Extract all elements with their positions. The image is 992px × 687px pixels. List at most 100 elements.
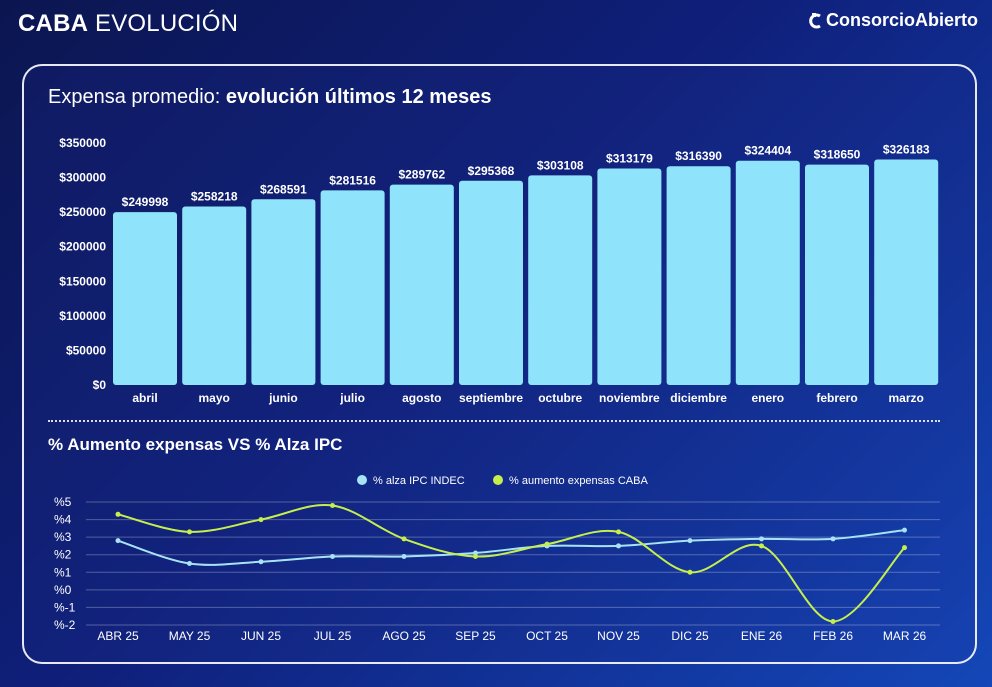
y-tick-label: $200000 <box>59 240 106 254</box>
bar <box>666 166 731 385</box>
x-tick-label: ENE 26 <box>741 629 783 643</box>
brand-logo: ConsorcioAbierto <box>808 10 978 31</box>
page-title: CABA EVOLUCIÓN <box>18 10 238 38</box>
series-point <box>902 545 907 551</box>
series-point <box>830 536 836 542</box>
y-tick-label: $300000 <box>59 171 106 185</box>
y-tick-label: $50000 <box>66 343 106 357</box>
series-point <box>187 529 192 535</box>
series-point <box>687 569 693 575</box>
series-point <box>830 618 836 624</box>
series-point <box>687 538 693 544</box>
legend-label: % alza IPC INDEC <box>373 475 465 487</box>
line-chart: %-2 %-1 %0 %1 %2 %3 %4 %5 ABR 25 MAY 25 JUN 25 JUL … <box>54 475 940 643</box>
x-category-label: abril <box>132 391 157 405</box>
series-point <box>401 536 407 542</box>
series-point <box>115 538 121 544</box>
bar <box>389 184 454 385</box>
x-tick-label: NOV 25 <box>597 629 640 643</box>
x-tick-label: AGO 25 <box>382 629 426 643</box>
legend-marker <box>357 475 367 485</box>
bar-value-label: $281516 <box>329 173 376 187</box>
x-tick-label: FEB 26 <box>813 629 853 643</box>
y-tick-label: %-1 <box>54 600 76 614</box>
y-tick-label: $0 <box>93 378 107 392</box>
x-tick-label: MAR 26 <box>883 629 927 643</box>
bar-value-label: $316390 <box>675 149 722 163</box>
x-category-label: julio <box>339 391 365 405</box>
x-tick-label: SEP 25 <box>455 629 496 643</box>
bar-chart: $0 $50000 $100000 $150000 $200000 $250000 $300… <box>59 136 939 405</box>
bar <box>735 160 800 385</box>
x-category-label: febrero <box>816 391 857 405</box>
series-point <box>616 543 621 549</box>
series-point <box>759 536 764 542</box>
bar <box>251 199 316 385</box>
bar-chart-title-bold: evolución últimos 12 meses <box>225 86 492 108</box>
bar <box>320 190 385 385</box>
x-tick-label: MAY 25 <box>169 629 211 643</box>
series-point <box>330 553 335 559</box>
x-tick-label: DIC 25 <box>671 629 709 643</box>
bar-value-label: $258218 <box>191 189 238 203</box>
y-tick-label: $150000 <box>59 274 106 288</box>
bar-chart-title: Expensa promedio: evolución últimos 12 m… <box>48 86 492 109</box>
x-category-label: mayo <box>199 391 230 405</box>
series-point <box>902 527 907 533</box>
bar-value-label: $303108 <box>537 158 584 172</box>
bar-value-label: $295368 <box>468 164 515 178</box>
y-tick-label: %1 <box>54 565 72 579</box>
page-title-bold: CABA <box>18 10 89 37</box>
line-chart-title: % Aumento expensas VS % Alza IPC <box>48 435 343 454</box>
x-tick-label: JUN 25 <box>241 629 281 643</box>
legend-label: % aumento expensas CABA <box>509 475 648 487</box>
bar-chart-title-light: Expensa promedio: <box>48 86 221 108</box>
consorcio-logo-icon <box>809 12 821 28</box>
bar <box>528 175 593 385</box>
x-tick-label: OCT 25 <box>526 629 568 643</box>
bar-value-label: $324404 <box>744 144 791 158</box>
bar <box>874 159 939 385</box>
y-tick-label: %-2 <box>54 618 76 632</box>
y-tick-label: %0 <box>54 583 72 597</box>
bar <box>805 164 869 385</box>
series-point <box>187 561 192 566</box>
series-point <box>544 541 550 547</box>
legend-marker <box>493 475 503 485</box>
series-point <box>473 550 478 556</box>
x-tick-label: ABR 25 <box>97 629 139 643</box>
series-point <box>616 529 621 535</box>
brand-name: ConsorcioAbierto <box>825 10 978 30</box>
x-category-label: diciembre <box>670 391 727 405</box>
x-tick-label: JUL 25 <box>314 629 352 643</box>
series-point <box>115 511 121 517</box>
y-tick-label: $100000 <box>59 309 106 323</box>
y-tick-label: %4 <box>54 513 72 527</box>
series-point <box>330 503 335 509</box>
bar-value-label: $318650 <box>814 148 861 162</box>
series-point <box>258 517 264 523</box>
bar-value-label: $326183 <box>883 142 930 156</box>
bar-value-label: $313179 <box>606 151 653 165</box>
page-title-light: EVOLUCIÓN <box>95 10 239 37</box>
y-tick-label: $250000 <box>59 205 106 219</box>
bar <box>113 212 177 385</box>
bar-value-label: $268591 <box>260 182 307 196</box>
series-point <box>258 559 264 565</box>
y-tick-label: %2 <box>54 548 72 562</box>
series-point <box>401 553 407 559</box>
y-tick-label: %5 <box>54 495 72 509</box>
y-tick-label: %3 <box>54 530 72 544</box>
series-point <box>759 543 764 549</box>
x-category-label: marzo <box>889 391 924 405</box>
bar <box>182 206 247 385</box>
x-category-label: septiembre <box>459 391 523 405</box>
section-divider <box>48 420 940 422</box>
series-point <box>473 553 478 559</box>
series-line <box>117 529 905 566</box>
bar-value-label: $249998 <box>122 195 169 209</box>
x-category-label: agosto <box>402 391 441 405</box>
x-category-label: enero <box>751 391 784 405</box>
y-tick-label: $350000 <box>59 136 106 150</box>
bar <box>459 180 523 385</box>
